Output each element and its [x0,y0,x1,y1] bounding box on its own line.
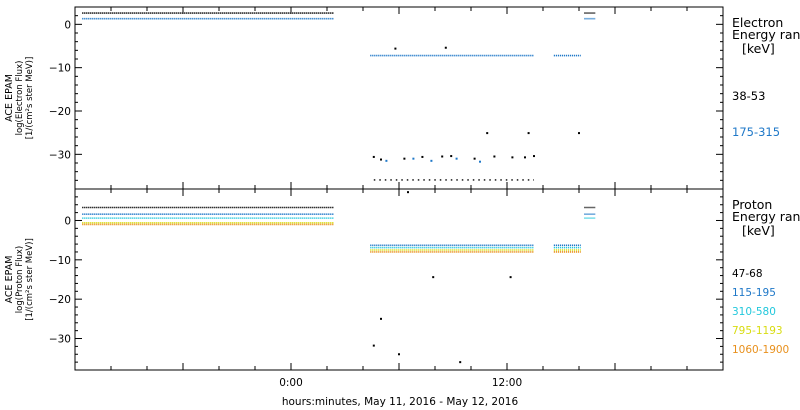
legend-entry: 1060-1900 [732,344,789,356]
legend-entry: 175-315 [732,125,780,139]
electron-series-38-53 [82,12,596,181]
data-point [509,276,512,279]
proton-plot-frame [74,188,724,371]
data-point [578,132,580,135]
proton-series-47-68 [82,191,596,364]
data-point [473,157,476,160]
data-point [380,317,382,320]
proton-y-axis-title-line: [1/(cm²s ster MeV)] [25,238,35,321]
electron-y-tick-label: −10 [49,63,71,75]
data-point [412,157,415,160]
data-point [450,155,453,158]
legend-unit: [keV] [742,223,775,238]
proton-y-tick-label: 0 [64,215,71,227]
data-point [511,156,514,159]
proton-y-tick-label: −10 [49,255,71,267]
data-point [430,159,433,162]
data-point [372,155,375,158]
electron-y-axis-title-line: log(Electron Flux) [15,61,25,136]
x-tick-label: 0:00 [279,377,303,389]
data-point [407,191,409,194]
legend-entry: 115-195 [732,287,776,299]
legend-subtitle: Energy ran [732,27,800,42]
data-point [533,155,535,158]
legend-title: Proton [732,197,772,212]
data-point [398,353,400,356]
data-point [421,155,424,158]
x-axis-title: hours:minutes, May 11, 2016 - May 12, 20… [282,396,519,408]
proton-y-axis-title-line: ACE EPAM [4,256,15,304]
legend-entry: 310-580 [732,306,776,318]
data-point [444,46,447,49]
data-point [459,361,462,364]
data-point [432,276,435,279]
proton-y-tick-label: −30 [49,334,71,346]
proton-y-axis-title-line: log(Proton Flux) [15,246,25,313]
data-point [527,132,530,135]
data-point [380,158,382,161]
data-point [524,156,526,159]
data-point [486,132,489,135]
legend-title: Electron [732,15,783,30]
data-point [372,344,375,347]
electron-series-175-315 [82,17,596,163]
data-point [455,157,458,160]
proton-series-115-195 [82,213,596,247]
electron-panel: 0 −10 −20 −30 ACE EPAM log(Electron Flux) [1/(… [4,6,800,190]
electron-plot-frame [74,6,724,190]
x-tick-label: 12:00 [492,377,522,389]
proton-series-1060-1900 [82,223,581,253]
electron-y-tick-label: −30 [49,149,71,161]
data-point [394,47,397,50]
legend-entry: 38-53 [732,89,765,103]
proton-panel: 0 −10 −20 −30 ACE EPAM log(Proton Flux) [1/(cm… [4,188,800,371]
electron-y-tick-label: −20 [49,106,71,118]
proton-y-tick-label: −20 [49,294,71,306]
data-point [493,155,496,158]
electron-y-tick-label: 0 [64,19,71,31]
legend-unit: [keV] [742,41,775,56]
data-point [403,157,406,160]
electron-y-axis-title-line: [1/(cm²s ster MeV)] [25,57,35,140]
electron-y-axis-title-line: ACE EPAM [4,74,15,122]
legend-entry: 47-68 [732,268,763,280]
legend-subtitle: Energy ran [732,209,800,224]
proton-series-310-580 [82,217,596,249]
legend-entry: 795-1193 [732,325,783,337]
data-point [441,155,444,158]
proton-series-795-1193 [82,222,581,251]
data-point [385,159,388,162]
data-point [479,160,481,163]
